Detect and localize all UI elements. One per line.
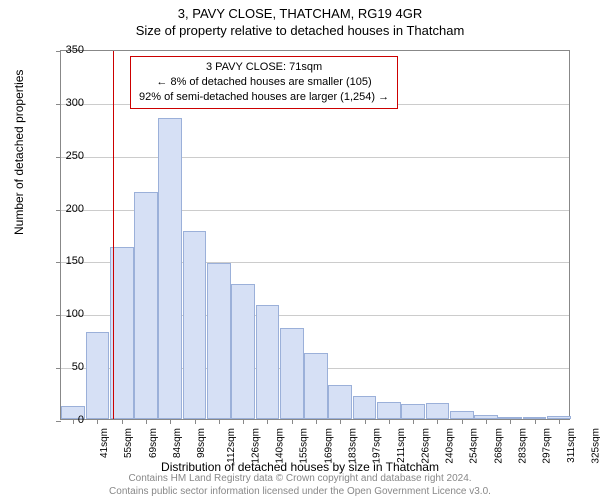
x-tick-label: 140sqm <box>275 428 286 464</box>
x-tick-mark <box>340 419 341 424</box>
x-tick-label: 211sqm <box>395 428 406 463</box>
x-tick-mark <box>486 419 487 424</box>
y-tick-mark <box>56 104 61 105</box>
x-tick-label: 84sqm <box>172 428 183 458</box>
y-tick-mark <box>56 262 61 263</box>
y-tick-label: 250 <box>66 150 84 162</box>
x-tick-mark <box>243 419 244 424</box>
x-tick-mark <box>389 419 390 424</box>
x-tick-mark <box>437 419 438 424</box>
x-tick-mark <box>292 419 293 424</box>
x-tick-mark <box>97 419 98 424</box>
histogram-bar <box>183 231 207 419</box>
x-tick-label: 226sqm <box>420 428 431 464</box>
x-tick-mark <box>559 419 560 424</box>
x-tick-label: 197sqm <box>372 428 383 464</box>
histogram-bar <box>304 353 328 419</box>
x-tick-label: 69sqm <box>148 428 159 458</box>
x-tick-mark <box>122 419 123 424</box>
y-tick-mark <box>56 157 61 158</box>
reference-line <box>113 51 114 419</box>
x-tick-label: 183sqm <box>348 428 359 464</box>
histogram-bar <box>450 411 474 419</box>
x-tick-mark <box>462 419 463 424</box>
histogram-bar <box>86 332 110 419</box>
y-tick-mark <box>56 315 61 316</box>
x-tick-mark <box>510 419 511 424</box>
y-tick-label: 150 <box>66 255 84 267</box>
x-tick-mark <box>535 419 536 424</box>
y-tick-label: 350 <box>66 44 84 56</box>
page-title: 3, PAVY CLOSE, THATCHAM, RG19 4GR <box>0 0 600 21</box>
x-tick-mark <box>413 419 414 424</box>
histogram-bar <box>353 396 377 419</box>
x-tick-mark <box>170 419 171 424</box>
histogram-bar <box>256 305 280 419</box>
x-tick-label: 283sqm <box>518 428 529 464</box>
y-tick-mark <box>56 421 61 422</box>
x-tick-label: 240sqm <box>445 428 456 464</box>
y-tick-label: 0 <box>78 414 84 426</box>
callout-line1: 3 PAVY CLOSE: 71sqm <box>139 60 389 75</box>
histogram-bar <box>134 192 158 419</box>
x-tick-label: 126sqm <box>250 428 261 464</box>
histogram-bar <box>328 385 352 419</box>
histogram-bar <box>158 118 182 419</box>
x-tick-mark <box>219 419 220 424</box>
callout-line2: ← 8% of detached houses are smaller (105… <box>139 75 389 90</box>
chart-container: 3, PAVY CLOSE, THATCHAM, RG19 4GR Size o… <box>0 0 600 500</box>
x-tick-mark <box>195 419 196 424</box>
x-tick-label: 112sqm <box>225 428 236 463</box>
x-tick-label: 311sqm <box>565 428 576 463</box>
y-axis-label: Number of detached properties <box>12 70 26 235</box>
x-tick-label: 169sqm <box>323 428 334 464</box>
histogram-bar <box>231 284 255 419</box>
x-tick-mark <box>267 419 268 424</box>
x-tick-mark <box>316 419 317 424</box>
x-tick-label: 325sqm <box>590 428 600 464</box>
histogram-bar <box>280 328 304 419</box>
histogram-bar <box>426 403 450 419</box>
x-tick-label: 268sqm <box>493 428 504 464</box>
page-subtitle: Size of property relative to detached ho… <box>0 21 600 38</box>
y-tick-label: 50 <box>72 361 84 373</box>
x-tick-label: 55sqm <box>123 428 134 458</box>
x-tick-mark <box>73 419 74 424</box>
footer-line1: Contains HM Land Registry data © Crown c… <box>0 473 600 486</box>
footer: Contains HM Land Registry data © Crown c… <box>0 473 600 498</box>
footer-line2: Contains public sector information licen… <box>0 486 600 499</box>
callout-box: 3 PAVY CLOSE: 71sqm ← 8% of detached hou… <box>130 56 398 109</box>
x-tick-label: 98sqm <box>196 428 207 458</box>
x-tick-label: 155sqm <box>299 428 310 464</box>
histogram-bar <box>377 402 401 419</box>
callout-line3: 92% of semi-detached houses are larger (… <box>139 90 389 105</box>
gridline <box>61 157 569 158</box>
histogram-bar <box>401 404 425 419</box>
x-tick-label: 254sqm <box>469 428 480 464</box>
x-tick-label: 297sqm <box>542 428 553 464</box>
y-tick-mark <box>56 210 61 211</box>
y-tick-label: 300 <box>66 97 84 109</box>
x-tick-mark <box>365 419 366 424</box>
x-tick-mark <box>146 419 147 424</box>
y-tick-mark <box>56 51 61 52</box>
y-tick-label: 100 <box>66 308 84 320</box>
y-tick-mark <box>56 368 61 369</box>
x-tick-label: 41sqm <box>99 428 110 458</box>
histogram-bar <box>207 263 231 419</box>
y-tick-label: 200 <box>66 203 84 215</box>
